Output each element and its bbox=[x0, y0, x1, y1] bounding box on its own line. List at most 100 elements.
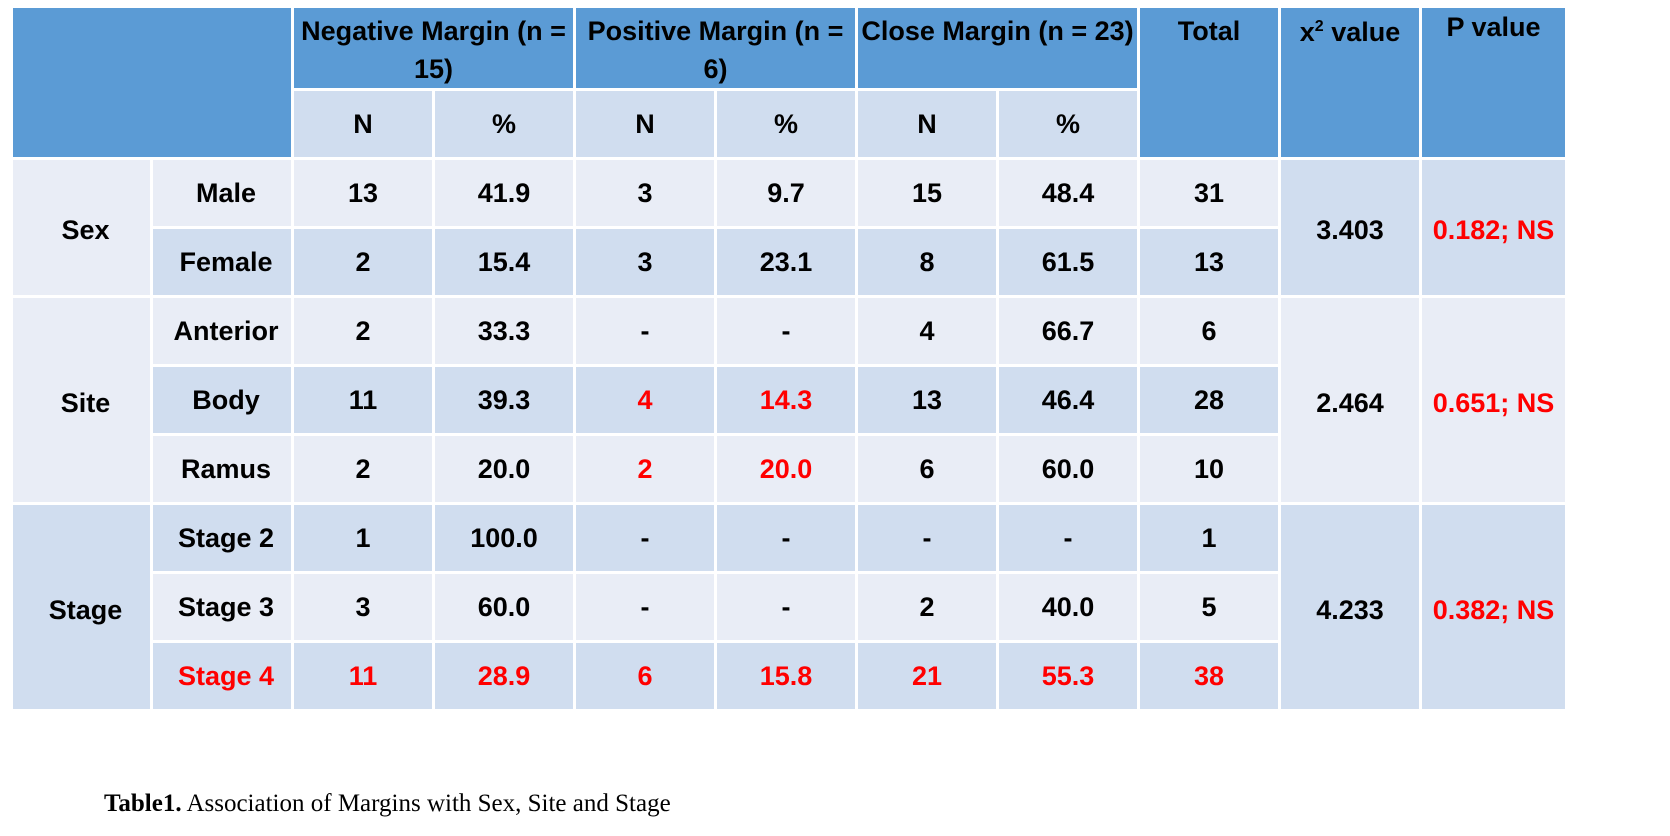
table-cell: 15.8 bbox=[714, 640, 858, 712]
table-cell: - bbox=[573, 295, 717, 367]
table-row: Body 11 39.3 4 14.3 13 46.4 28 bbox=[12, 364, 1567, 436]
table-cell: 13 bbox=[291, 157, 435, 229]
subheader-cell: N bbox=[855, 88, 999, 160]
table-cell: 3 bbox=[291, 571, 435, 643]
header-close-margin: Close Margin (n = 23) bbox=[855, 5, 1140, 91]
chi-value-cell: 2.464 bbox=[1278, 295, 1422, 505]
table-cell: 2 bbox=[291, 433, 435, 505]
subheader-cell: N bbox=[573, 88, 717, 160]
table-cell: 2 bbox=[291, 295, 435, 367]
table-row: Female 2 15.4 3 23.1 8 61.5 13 bbox=[12, 226, 1567, 298]
table-cell: 66.7 bbox=[996, 295, 1140, 367]
caption-label: Table1. bbox=[104, 790, 182, 817]
header-total: Total bbox=[1137, 5, 1281, 160]
table-cell: 9.7 bbox=[714, 157, 858, 229]
header-negative-margin: Negative Margin (n = 15) bbox=[291, 5, 576, 91]
table-cell: 28.9 bbox=[432, 640, 576, 712]
total-cell: 38 bbox=[1137, 640, 1281, 712]
table-cell: - bbox=[714, 502, 858, 574]
p-value-cell: 0.382; NS bbox=[1419, 502, 1568, 712]
table-cell: 2 bbox=[291, 226, 435, 298]
subheader-cell: % bbox=[714, 88, 858, 160]
table-cell: 40.0 bbox=[996, 571, 1140, 643]
table-cell: 2 bbox=[573, 433, 717, 505]
table-cell: 4 bbox=[855, 295, 999, 367]
table-row: Stage 3 3 60.0 - - 2 40.0 5 bbox=[12, 571, 1567, 643]
table-cell: 21 bbox=[855, 640, 999, 712]
table-cell: 33.3 bbox=[432, 295, 576, 367]
table-cell: 100.0 bbox=[432, 502, 576, 574]
row-label: Female bbox=[150, 226, 294, 298]
total-cell: 13 bbox=[1137, 226, 1281, 298]
subheader-cell: % bbox=[432, 88, 576, 160]
table-cell: 8 bbox=[855, 226, 999, 298]
table-cell: 39.3 bbox=[432, 364, 576, 436]
table-cell: 60.0 bbox=[996, 433, 1140, 505]
table-row: Stage 4 11 28.9 6 15.8 21 55.3 38 bbox=[12, 640, 1567, 712]
row-label: Male bbox=[150, 157, 294, 229]
header-positive-margin: Positive Margin (n = 6) bbox=[573, 5, 858, 91]
table-row: Sex Male 13 41.9 3 9.7 15 48.4 31 3.403 … bbox=[10, 157, 1568, 298]
chi-symbol: x bbox=[1299, 17, 1315, 47]
category-cell: Site bbox=[10, 295, 153, 505]
table-cell: 6 bbox=[573, 640, 717, 712]
table-row: Ramus 2 20.0 2 20.0 6 60.0 10 bbox=[12, 433, 1567, 505]
header-chi-square: x2 value bbox=[1278, 5, 1422, 160]
table-cell: - bbox=[714, 571, 858, 643]
table-cell: 13 bbox=[855, 364, 999, 436]
table-cell: 3 bbox=[573, 226, 717, 298]
row-label: Anterior bbox=[150, 295, 294, 367]
table-cell: 48.4 bbox=[996, 157, 1140, 229]
row-label: Stage 3 bbox=[150, 571, 294, 643]
chi-superscript: 2 bbox=[1314, 18, 1324, 35]
p-value-cell: 0.182; NS bbox=[1419, 157, 1568, 298]
table-cell: 46.4 bbox=[996, 364, 1140, 436]
table-cell: 61.5 bbox=[996, 226, 1140, 298]
table-cell: 2 bbox=[855, 571, 999, 643]
table-cell: - bbox=[996, 502, 1140, 574]
total-cell: 6 bbox=[1137, 295, 1281, 367]
table-cell: 60.0 bbox=[432, 571, 576, 643]
table-cell: 15.4 bbox=[432, 226, 576, 298]
header-empty-cell bbox=[10, 5, 294, 160]
subheader-cell: N bbox=[291, 88, 435, 160]
category-cell: Sex bbox=[10, 157, 153, 298]
margin-association-table: Negative Margin (n = 15) Positive Margin… bbox=[10, 5, 1568, 712]
chi-value-cell: 3.403 bbox=[1278, 157, 1422, 298]
table-caption: Table1. Association of Margins with Sex,… bbox=[104, 790, 671, 818]
total-cell: 28 bbox=[1137, 364, 1281, 436]
table-cell: 41.9 bbox=[432, 157, 576, 229]
total-cell: 31 bbox=[1137, 157, 1281, 229]
table-cell: - bbox=[573, 502, 717, 574]
table-cell: 11 bbox=[291, 640, 435, 712]
table-cell: 20.0 bbox=[432, 433, 576, 505]
table-row: Site Anterior 2 33.3 - - 4 66.7 6 2.464 … bbox=[10, 295, 1568, 505]
row-label: Body bbox=[150, 364, 294, 436]
total-cell: 10 bbox=[1137, 433, 1281, 505]
table-cell: 15 bbox=[855, 157, 999, 229]
table-cell: 23.1 bbox=[714, 226, 858, 298]
subheader-row: N % N % N % bbox=[12, 88, 1567, 160]
row-label: Ramus bbox=[150, 433, 294, 505]
p-value-cell: 0.651; NS bbox=[1419, 295, 1568, 505]
subheader-cell: % bbox=[996, 88, 1140, 160]
header-row: Negative Margin (n = 15) Positive Margin… bbox=[10, 5, 1568, 160]
row-label: Stage 2 bbox=[150, 502, 294, 574]
table-cell: - bbox=[573, 571, 717, 643]
category-cell: Stage bbox=[10, 502, 153, 712]
table-cell: 14.3 bbox=[714, 364, 858, 436]
total-cell: 5 bbox=[1137, 571, 1281, 643]
chi-value-cell: 4.233 bbox=[1278, 502, 1422, 712]
row-label: Stage 4 bbox=[150, 640, 294, 712]
caption-text: Association of Margins with Sex, Site an… bbox=[181, 790, 671, 817]
table-cell: 55.3 bbox=[996, 640, 1140, 712]
table-cell: 20.0 bbox=[714, 433, 858, 505]
total-cell: 1 bbox=[1137, 502, 1281, 574]
chi-rest: value bbox=[1323, 17, 1401, 47]
header-p-value: P value bbox=[1419, 5, 1568, 160]
table-cell: 1 bbox=[291, 502, 435, 574]
table-cell: 3 bbox=[573, 157, 717, 229]
table-cell: 6 bbox=[855, 433, 999, 505]
table-row: Stage Stage 2 1 100.0 - - - - 1 4.233 0.… bbox=[10, 502, 1568, 712]
table-cell: - bbox=[714, 295, 858, 367]
